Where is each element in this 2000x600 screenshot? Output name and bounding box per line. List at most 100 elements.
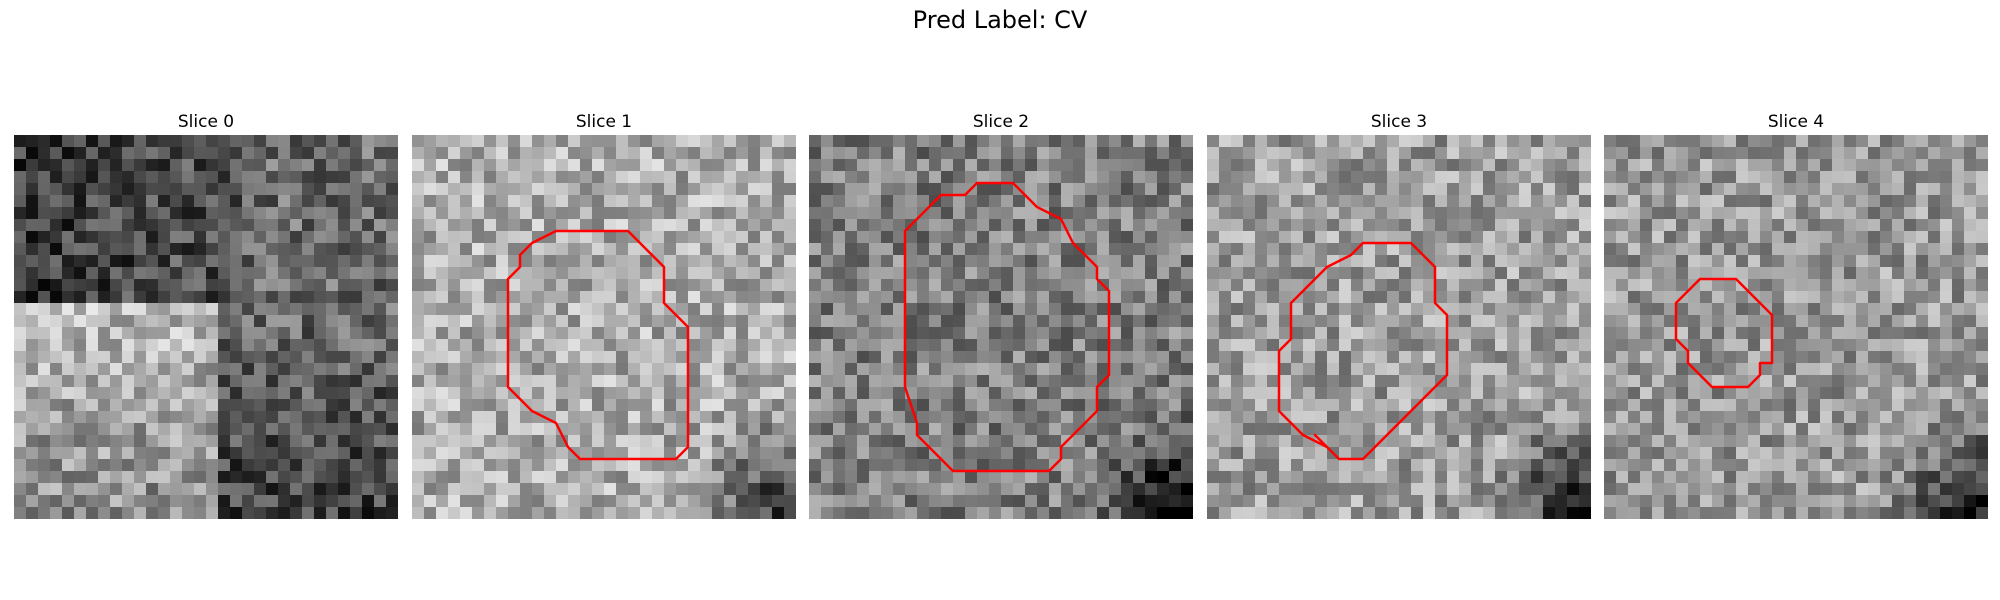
pixel-cell — [158, 255, 170, 267]
pixel-cell — [1856, 267, 1868, 279]
pixel-cell — [1267, 171, 1279, 183]
pixel-cell — [1688, 147, 1700, 159]
pixel-cell — [484, 231, 496, 243]
pixel-cell — [242, 267, 254, 279]
pixel-cell — [424, 147, 436, 159]
pixel-cell — [917, 387, 929, 399]
pixel-cell — [640, 303, 652, 315]
pixel-cell — [556, 411, 568, 423]
pixel-cell — [508, 495, 520, 507]
pixel-cell — [134, 411, 146, 423]
pixel-cell — [772, 183, 784, 195]
pixel-cell — [1459, 147, 1471, 159]
pixel-cell — [1664, 399, 1676, 411]
pixel-cell — [1928, 195, 1940, 207]
pixel-cell — [905, 291, 917, 303]
pixel-cell — [893, 459, 905, 471]
pixel-cell — [1964, 315, 1976, 327]
pixel-cell — [242, 387, 254, 399]
pixel-cell — [472, 339, 484, 351]
pixel-cell — [929, 207, 941, 219]
pixel-cell — [1543, 231, 1555, 243]
slice-image-2 — [809, 135, 1193, 519]
pixel-cell — [1121, 339, 1133, 351]
pixel-cell — [941, 303, 953, 315]
pixel-cell — [1664, 231, 1676, 243]
pixel-cell — [1567, 171, 1579, 183]
pixel-cell — [1411, 135, 1423, 147]
pixel-cell — [1207, 447, 1219, 459]
pixel-cell — [1001, 423, 1013, 435]
pixel-cell — [98, 423, 110, 435]
pixel-cell — [580, 291, 592, 303]
pixel-cell — [1712, 459, 1724, 471]
pixel-cell — [1121, 387, 1133, 399]
pixel-cell — [484, 315, 496, 327]
slice-panel-1: Slice 1 — [412, 110, 796, 134]
pixel-cell — [350, 327, 362, 339]
pixel-cell — [1037, 183, 1049, 195]
pixel-cell — [1219, 135, 1231, 147]
pixel-cell — [1243, 375, 1255, 387]
pixel-cell — [1868, 219, 1880, 231]
pixel-cell — [424, 363, 436, 375]
pixel-cell — [1712, 363, 1724, 375]
pixel-cell — [134, 195, 146, 207]
pixel-cell — [941, 375, 953, 387]
pixel-cell — [1375, 207, 1387, 219]
pixel-cell — [1157, 471, 1169, 483]
pixel-cell — [1447, 483, 1459, 495]
pixel-cell — [1219, 147, 1231, 159]
pixel-cell — [833, 495, 845, 507]
pixel-cell — [290, 171, 302, 183]
pixel-cell — [1976, 303, 1988, 315]
pixel-cell — [1169, 339, 1181, 351]
pixel-cell — [362, 363, 374, 375]
pixel-cell — [760, 207, 772, 219]
pixel-cell — [1121, 483, 1133, 495]
pixel-cell — [941, 387, 953, 399]
pixel-cell — [98, 183, 110, 195]
pixel-cell — [1555, 183, 1567, 195]
slice-title: Slice 2 — [809, 110, 1193, 134]
pixel-cell — [1145, 303, 1157, 315]
pixel-cell — [628, 435, 640, 447]
pixel-cell — [965, 147, 977, 159]
pixel-cell — [508, 291, 520, 303]
pixel-cell — [748, 495, 760, 507]
pixel-cell — [436, 399, 448, 411]
pixel-cell — [1856, 135, 1868, 147]
pixel-cell — [206, 207, 218, 219]
pixel-cell — [1976, 399, 1988, 411]
pixel-cell — [134, 447, 146, 459]
pixel-cell — [1169, 255, 1181, 267]
pixel-cell — [616, 219, 628, 231]
pixel-cell — [278, 243, 290, 255]
pixel-cell — [857, 279, 869, 291]
pixel-cell — [1255, 327, 1267, 339]
pixel-cell — [86, 231, 98, 243]
pixel-cell — [1664, 207, 1676, 219]
pixel-cell — [1387, 387, 1399, 399]
pixel-cell — [254, 195, 266, 207]
pixel-cell — [532, 135, 544, 147]
pixel-cell — [74, 339, 86, 351]
pixel-cell — [1169, 219, 1181, 231]
pixel-cell — [1543, 327, 1555, 339]
pixel-cell — [1001, 231, 1013, 243]
pixel-cell — [845, 279, 857, 291]
pixel-cell — [1700, 243, 1712, 255]
pixel-cell — [1085, 447, 1097, 459]
pixel-cell — [1231, 447, 1243, 459]
pixel-cell — [1411, 423, 1423, 435]
pixel-cell — [688, 375, 700, 387]
pixel-cell — [386, 327, 398, 339]
pixel-cell — [1097, 291, 1109, 303]
pixel-cell — [845, 207, 857, 219]
pixel-cell — [436, 267, 448, 279]
pixel-cell — [110, 411, 122, 423]
pixel-cell — [1519, 471, 1531, 483]
pixel-cell — [146, 279, 158, 291]
pixel-cell — [1315, 219, 1327, 231]
pixel-cell — [1724, 339, 1736, 351]
